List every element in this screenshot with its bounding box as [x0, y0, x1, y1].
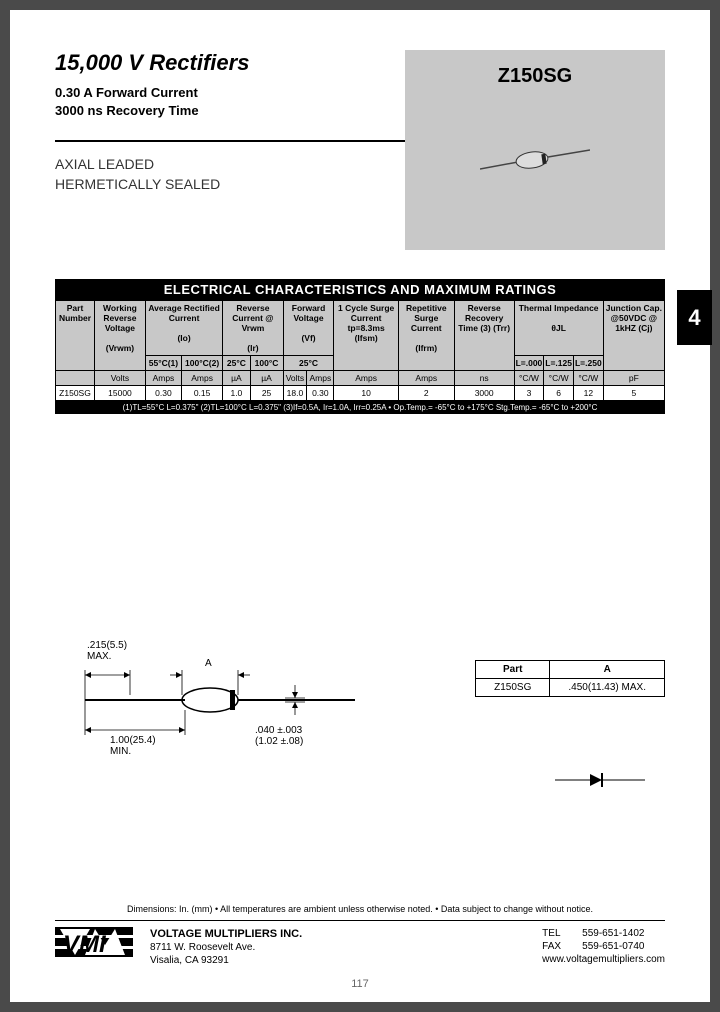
d-trr: 3000 [454, 386, 514, 401]
sh-l000: L=.000 [514, 356, 544, 371]
sh-l250: L=.250 [573, 356, 603, 371]
th-ir: Reverse Current @ Vrwm(Ir) [223, 301, 283, 356]
section-tab: 4 [677, 290, 712, 345]
company-name: VOLTAGE MULTIPLIERS INC. [150, 927, 302, 941]
table-footnote: (1)TL=55°C L=0.375" (2)TL=100°C L=0.375"… [55, 401, 665, 414]
sh-100c: 100°C(2) [181, 356, 222, 371]
u-cw3: °C/W [573, 371, 603, 386]
page-title: 15,000 V Rectifiers [55, 50, 405, 76]
u-amps3: Amps [307, 371, 334, 386]
d-io55: 0.30 [145, 386, 181, 401]
sh-ir100: 100°C [250, 356, 283, 371]
sh-55c: 55°C(1) [145, 356, 181, 371]
dim-100: 1.00(25.4)MIN. [110, 735, 156, 757]
u-amps2: Amps [181, 371, 222, 386]
dimension-table: PartA Z150SG.450(11.43) MAX. [475, 660, 665, 697]
footer: Dimensions: In. (mm) • All temperatures … [55, 901, 665, 967]
sh-ir25: 25°C [223, 356, 250, 371]
fax: 559-651-0740 [582, 940, 644, 953]
th-ifrm: Repetitive Surge Current(Ifrm) [398, 301, 454, 371]
d-vfa: 0.30 [307, 386, 334, 401]
electrical-table: Part Number Working Reverse Voltage(Vrwm… [55, 300, 665, 401]
addr1: 8711 W. Roosevelt Ave. [150, 941, 302, 954]
u-blank [56, 371, 95, 386]
vmi-logo-icon: VMI [55, 927, 135, 962]
th-thermal: Thermal ImpedanceθJL [514, 301, 603, 356]
header-left: 15,000 V Rectifiers 0.30 A Forward Curre… [55, 50, 405, 120]
tel: 559-651-1402 [582, 927, 644, 940]
d-t2: 6 [544, 386, 574, 401]
dim-215: .215(5.5)MAX. [87, 640, 127, 662]
th-ifsm: 1 Cycle Surge Current tp=8.3ms (Ifsm) [334, 301, 398, 371]
u-volts2: Volts [283, 371, 307, 386]
th-part: Part Number [56, 301, 95, 371]
th-vf: Forward Voltage(Vf) [283, 301, 334, 356]
fax-label: FAX [542, 940, 582, 953]
d-part: Z150SG [56, 386, 95, 401]
electrical-table-wrap: ELECTRICAL CHARACTERISTICS AND MAXIMUM R… [55, 279, 665, 414]
footer-content: VMI VOLTAGE MULTIPLIERS INC. 8711 W. Roo… [55, 920, 665, 967]
dt-h1: Part [476, 661, 550, 679]
dt-a: .450(11.43) MAX. [550, 679, 665, 697]
d-t3: 12 [573, 386, 603, 401]
recovery-time: 3000 ns Recovery Time [55, 102, 405, 120]
divider [55, 140, 405, 142]
data-row: Z150SG 15000 0.30 0.15 1.0 25 18.0 0.30 … [56, 386, 665, 401]
addr2: Visalia, CA 93291 [150, 954, 302, 967]
u-amps1: Amps [145, 371, 181, 386]
d-ir100: 25 [250, 386, 283, 401]
d-cj: 5 [603, 386, 664, 401]
sh-vf25: 25°C [283, 356, 334, 371]
subtitle: 0.30 A Forward Current 3000 ns Recovery … [55, 84, 405, 120]
d-ifsm: 10 [334, 386, 398, 401]
u-ua1: µA [223, 371, 250, 386]
d-ifrm: 2 [398, 386, 454, 401]
u-ns: ns [454, 371, 514, 386]
dim-a: A [205, 658, 212, 669]
svg-text:VMI: VMI [63, 931, 107, 958]
dt-h2: A [550, 661, 665, 679]
part-number: Z150SG [405, 65, 665, 88]
u-pf: pF [603, 371, 664, 386]
datasheet-page: 15,000 V Rectifiers 0.30 A Forward Curre… [10, 10, 710, 1002]
tel-label: TEL [542, 927, 582, 940]
diode-symbol-icon [555, 770, 645, 790]
d-vrwm: 15000 [95, 386, 146, 401]
part-box: Z150SG [405, 50, 665, 250]
dim-040: .040 ±.003(1.02 ±.08) [255, 725, 303, 747]
sh-l125: L=.125 [544, 356, 574, 371]
contact-info: TEL559-651-1402 FAX559-651-0740 www.volt… [542, 927, 665, 966]
table-title: ELECTRICAL CHARACTERISTICS AND MAXIMUM R… [55, 279, 665, 300]
u-volts: Volts [95, 371, 146, 386]
d-t1: 3 [514, 386, 544, 401]
th-vrwm: Working Reverse Voltage(Vrwm) [95, 301, 146, 371]
footer-note: Dimensions: In. (mm) • All temperatures … [55, 901, 665, 920]
u-amps4: Amps [334, 371, 398, 386]
forward-current: 0.30 A Forward Current [55, 84, 405, 102]
page-number: 117 [351, 978, 369, 990]
diode-icon [480, 145, 590, 185]
u-cw1: °C/W [514, 371, 544, 386]
d-ir25: 1.0 [223, 386, 250, 401]
dt-part: Z150SG [476, 679, 550, 697]
u-cw2: °C/W [544, 371, 574, 386]
u-amps5: Amps [398, 371, 454, 386]
th-io: Average Rectified Current(Io) [145, 301, 222, 356]
u-ua2: µA [250, 371, 283, 386]
th-cj: Junction Cap. @50VDC @ 1kHZ (Cj) [603, 301, 664, 371]
website: www.voltagemultipliers.com [542, 953, 665, 966]
company-info: VOLTAGE MULTIPLIERS INC. 8711 W. Rooseve… [150, 927, 302, 967]
d-vf: 18.0 [283, 386, 307, 401]
th-trr: Reverse Recovery Time (3) (Trr) [454, 301, 514, 371]
d-io100: 0.15 [181, 386, 222, 401]
